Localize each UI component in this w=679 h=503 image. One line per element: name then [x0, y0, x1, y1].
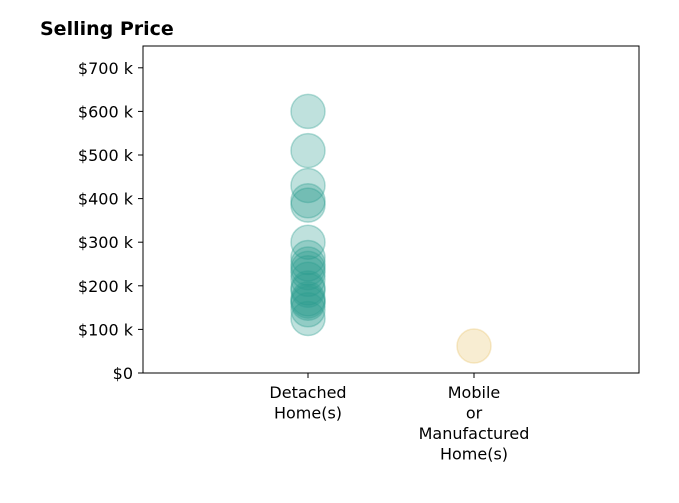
data-point — [290, 239, 326, 276]
y-tick-label: $200 k — [78, 277, 134, 296]
y-tick-label: $100 k — [78, 320, 134, 339]
data-point — [290, 167, 326, 204]
x-tick-label-line: or — [466, 404, 483, 423]
y-tick-label: $600 k — [78, 102, 134, 121]
data-point — [290, 132, 326, 169]
data-point — [290, 270, 326, 306]
data-point — [290, 183, 326, 219]
data-point — [290, 300, 326, 337]
x-tick-label: Mobile or Manufactured Home(s) — [419, 383, 530, 464]
data-point — [290, 250, 326, 287]
y-tick-label: $500 k — [78, 146, 134, 165]
x-tick-label-line: Mobile — [448, 383, 500, 402]
data-point — [290, 281, 326, 317]
x-axis: Detached Home(s) Mobile or Manufactured Home(… — [269, 373, 529, 464]
data-point — [290, 224, 326, 260]
y-axis: $0 $100 k $200 k $300 k $400 k $500 k $600 k $7… — [78, 59, 143, 383]
data-point — [290, 292, 326, 328]
data-point — [290, 285, 326, 321]
x-tick-label-line: Home(s) — [440, 445, 508, 464]
x-tick-label: Detached Home(s) — [269, 383, 346, 423]
y-tick-label: $0 — [113, 364, 133, 383]
y-tick-label: $300 k — [78, 233, 134, 252]
data-point — [456, 328, 492, 364]
data-point — [290, 187, 326, 223]
data-point — [290, 261, 326, 298]
plot-frame — [142, 45, 640, 374]
x-tick-label-line: Manufactured — [419, 424, 530, 443]
y-tick-label: $400 k — [78, 190, 134, 209]
points-layer — [290, 93, 492, 364]
x-tick-label-line: Detached — [269, 383, 346, 402]
data-point — [290, 93, 326, 130]
data-point — [290, 272, 326, 308]
data-point — [290, 254, 326, 291]
x-tick-label-line: Home(s) — [274, 404, 342, 423]
data-point — [290, 283, 326, 319]
y-tick-label: $700 k — [78, 59, 134, 78]
chart-title: Selling Price — [40, 18, 174, 40]
data-point — [290, 246, 326, 282]
